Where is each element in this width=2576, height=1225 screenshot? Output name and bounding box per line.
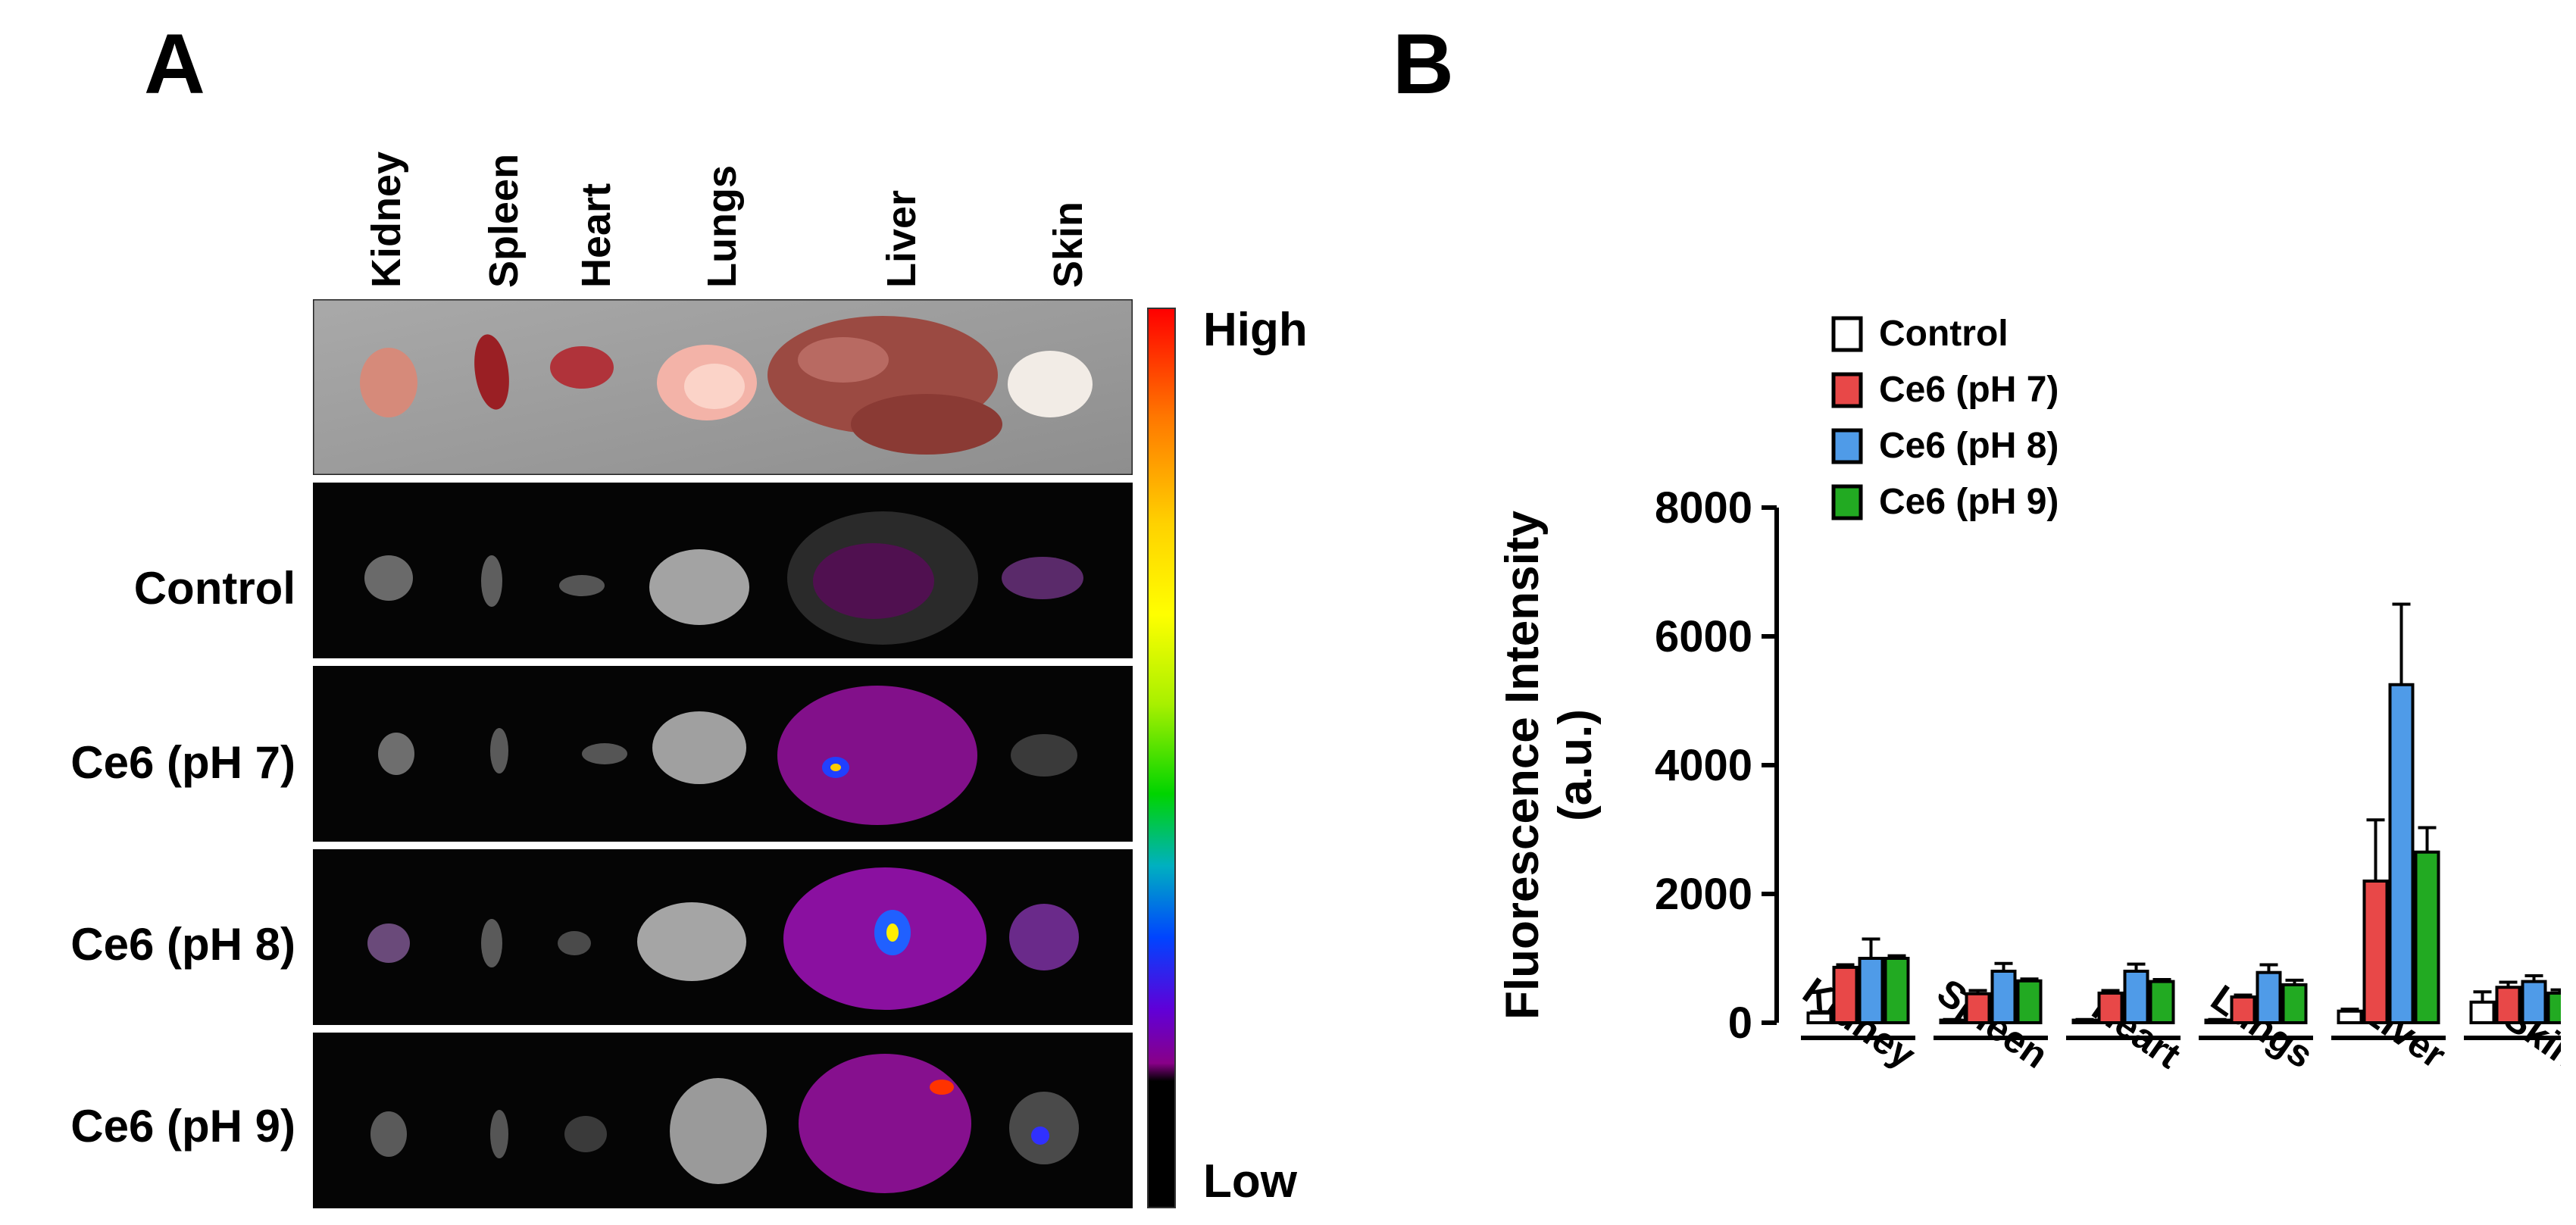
column-header-liver: Liver: [879, 189, 924, 288]
bar: [2281, 983, 2308, 1024]
y-tick-label: 0: [1728, 998, 1752, 1048]
fluorescence-image-ce6-ph8: [313, 849, 1133, 1025]
bar: [2546, 991, 2561, 1025]
legend-label: Ce6 (pH 8): [1879, 426, 2059, 466]
fluorescence-image-control: [313, 483, 1133, 658]
y-tick-label: 6000: [1655, 612, 1752, 661]
intensity-colorbar: [1147, 308, 1176, 1208]
bar: [1832, 965, 1859, 1025]
fluorescence-image-ce6-ph9: [313, 1033, 1133, 1208]
colorbar-high-label: High: [1203, 304, 1308, 356]
panel-b-label: B: [1393, 17, 1454, 111]
bar: [2256, 970, 2282, 1025]
bar: [2495, 986, 2521, 1024]
fluorescence-image-ce6-ph7: [313, 666, 1133, 842]
legend-label: Control: [1879, 314, 2009, 354]
bar: [2337, 1009, 2363, 1025]
bar: [2123, 970, 2149, 1024]
bar: [2521, 980, 2547, 1024]
y-tick-label: 8000: [1655, 483, 1752, 533]
bar: [2362, 880, 2389, 1024]
legend-swatch: [1831, 428, 1863, 464]
y-tick-label: 4000: [1655, 741, 1752, 790]
bar: [2149, 980, 2175, 1024]
bar: [2388, 683, 2415, 1024]
brightfield-organ-photo: [313, 299, 1133, 475]
y-axis-label: (a.u.): [1549, 709, 1602, 821]
y-axis-label: Fluorescence Intensity: [1496, 511, 1549, 1020]
bar: [2097, 991, 2124, 1025]
column-header-lungs: Lungs: [699, 165, 745, 288]
row-label-ce6-ph9: Ce6 (pH 9): [70, 1101, 295, 1152]
bar: [1858, 957, 1884, 1024]
column-header-kidney: Kidney: [364, 151, 409, 288]
fluorescence-bar-chart: 0 2000 4000 6000 8000 Fluorescence Intensity(…: [1496, 314, 2561, 1077]
bar: [1884, 957, 1910, 1024]
bar: [2016, 979, 2043, 1024]
legend-label: Ce6 (pH 7): [1879, 370, 2059, 410]
row-label-control: Control: [133, 563, 295, 614]
row-label-ce6-ph7: Ce6 (pH 7): [70, 737, 295, 788]
bar: [1806, 1011, 1833, 1024]
y-tick-label: 2000: [1655, 870, 1752, 919]
legend-swatch: [1831, 484, 1863, 520]
row-label-ce6-ph8: Ce6 (pH 8): [70, 919, 295, 970]
bar: [2414, 850, 2440, 1024]
legend-swatch: [1831, 372, 1863, 408]
bar: [2469, 1000, 2496, 1024]
column-header-heart: Heart: [574, 183, 619, 288]
column-header-spleen: Spleen: [481, 153, 527, 288]
bar: [2230, 995, 2256, 1024]
bar: [1965, 992, 1991, 1024]
legend-swatch: [1831, 316, 1863, 352]
colorbar-low-label: Low: [1203, 1155, 1297, 1208]
legend-label: Ce6 (pH 9): [1879, 482, 2059, 522]
column-header-skin: Skin: [1046, 201, 1091, 288]
panel-a-label: A: [144, 17, 205, 111]
bar: [1990, 970, 2017, 1024]
